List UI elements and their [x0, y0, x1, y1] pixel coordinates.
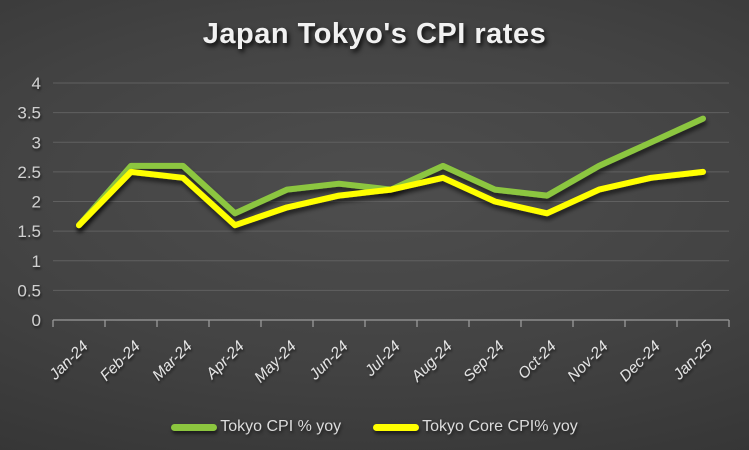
x-tick-label: Feb-24 — [97, 338, 144, 385]
y-tick-label: 3 — [32, 133, 41, 152]
x-axis-labels: Jan-24 Feb-24 Mar-24 Apr-24 May-24 Jun-24 Jul-… — [46, 338, 717, 387]
y-axis-labels: 0 0.5 1 1.5 2 2.5 3 3.5 4 — [17, 74, 41, 330]
series-line-1 — [76, 168, 706, 229]
y-tick-label: 0 — [32, 311, 41, 330]
x-tick-label: Jun-24 — [306, 338, 353, 385]
legend-swatch-green-line — [171, 423, 218, 431]
data-series-lines — [76, 115, 706, 229]
chart-legend: Tokyo CPI % yoy Tokyo Core CPI% yoy — [0, 418, 749, 436]
x-tick-label: Mar-24 — [149, 338, 196, 385]
y-tick-label: 0.5 — [17, 281, 41, 300]
y-tick-label: 4 — [32, 74, 41, 93]
x-tick-label: May-24 — [251, 338, 300, 387]
y-tick-label: 1 — [32, 252, 41, 271]
y-tick-label: 2.5 — [17, 163, 41, 182]
chart-title: Japan Tokyo's CPI rates — [202, 18, 547, 50]
x-tick-label: Aug-24 — [408, 338, 456, 386]
y-tick-label: 2 — [32, 193, 41, 212]
legend-label: Tokyo CPI % yoy — [220, 418, 342, 435]
x-tick-label: Dec-24 — [616, 338, 664, 386]
gridlines — [53, 82, 729, 291]
legend-label: Tokyo Core CPI% yoy — [422, 418, 578, 435]
legend-item-tokyo-cpi: Tokyo CPI % yoy — [171, 418, 341, 436]
legend-swatch-yellow-line — [373, 423, 420, 431]
x-tick-label: Sep-24 — [460, 338, 508, 386]
y-tick-label: 1.5 — [17, 222, 41, 241]
x-tick-label: Jan-25 — [670, 338, 717, 385]
legend-item-tokyo-core-cpi: Tokyo Core CPI% yoy — [373, 418, 578, 436]
x-tick-label: Jul-24 — [361, 338, 404, 381]
x-axis — [52, 319, 730, 327]
x-tick-label: Apr-24 — [202, 338, 248, 384]
x-tick-label: Oct-24 — [515, 338, 560, 383]
y-tick-label: 3.5 — [17, 104, 41, 123]
x-tick-label: Jan-24 — [46, 338, 93, 385]
x-tick-label: Nov-24 — [564, 338, 612, 386]
